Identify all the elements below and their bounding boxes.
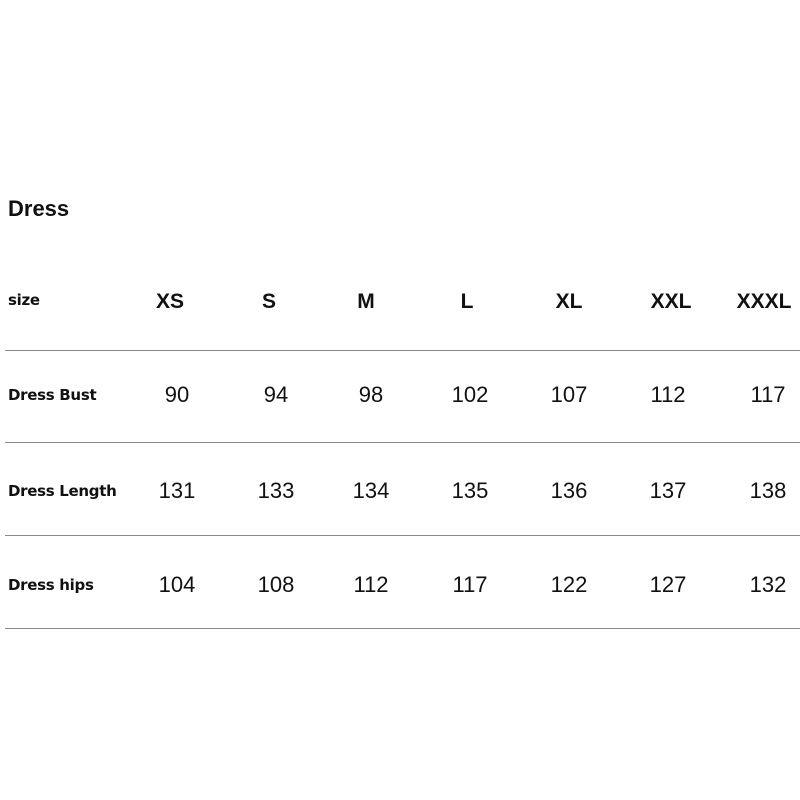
- table-cell: 98: [358, 382, 384, 407]
- table-cell: 135: [451, 478, 489, 503]
- size-header: XXL: [650, 290, 692, 313]
- row-divider: [5, 350, 800, 351]
- size-header: XS: [155, 290, 185, 313]
- size-header: S: [261, 290, 277, 313]
- table-cell: 117: [750, 382, 786, 407]
- table-cell: 108: [257, 572, 295, 597]
- row-label: Dress Bust: [8, 386, 97, 404]
- size-header: XL: [555, 290, 583, 313]
- size-header: XXXL: [736, 290, 792, 313]
- table-cell: 104: [158, 572, 196, 597]
- table-cell: 117: [452, 572, 488, 597]
- table-cell: 133: [257, 478, 295, 503]
- row-label: Dress Length: [8, 482, 117, 500]
- table-cell: 136: [550, 478, 588, 503]
- table-cell: 112: [650, 382, 686, 407]
- size-header: M: [357, 290, 375, 313]
- row-divider: [5, 535, 800, 536]
- table-cell: 112: [353, 572, 389, 597]
- table-cell: 90: [164, 382, 190, 407]
- page-title: Dress: [8, 196, 70, 221]
- table-cell: 107: [550, 382, 588, 407]
- table-cell: 122: [550, 572, 588, 597]
- row-label: Dress hips: [8, 576, 94, 594]
- table-cell: 102: [451, 382, 489, 407]
- table-cell: 131: [158, 478, 196, 503]
- size-header: L: [460, 290, 474, 313]
- table-cell: 132: [749, 572, 787, 597]
- table-cell: 127: [649, 572, 687, 597]
- row-divider: [5, 628, 800, 629]
- table-cell: 138: [749, 478, 787, 503]
- table-cell: 134: [352, 478, 390, 503]
- table-cell: 94: [263, 382, 289, 407]
- row-divider: [5, 442, 800, 443]
- header-label: size: [8, 291, 40, 309]
- table-cell: 137: [649, 478, 687, 503]
